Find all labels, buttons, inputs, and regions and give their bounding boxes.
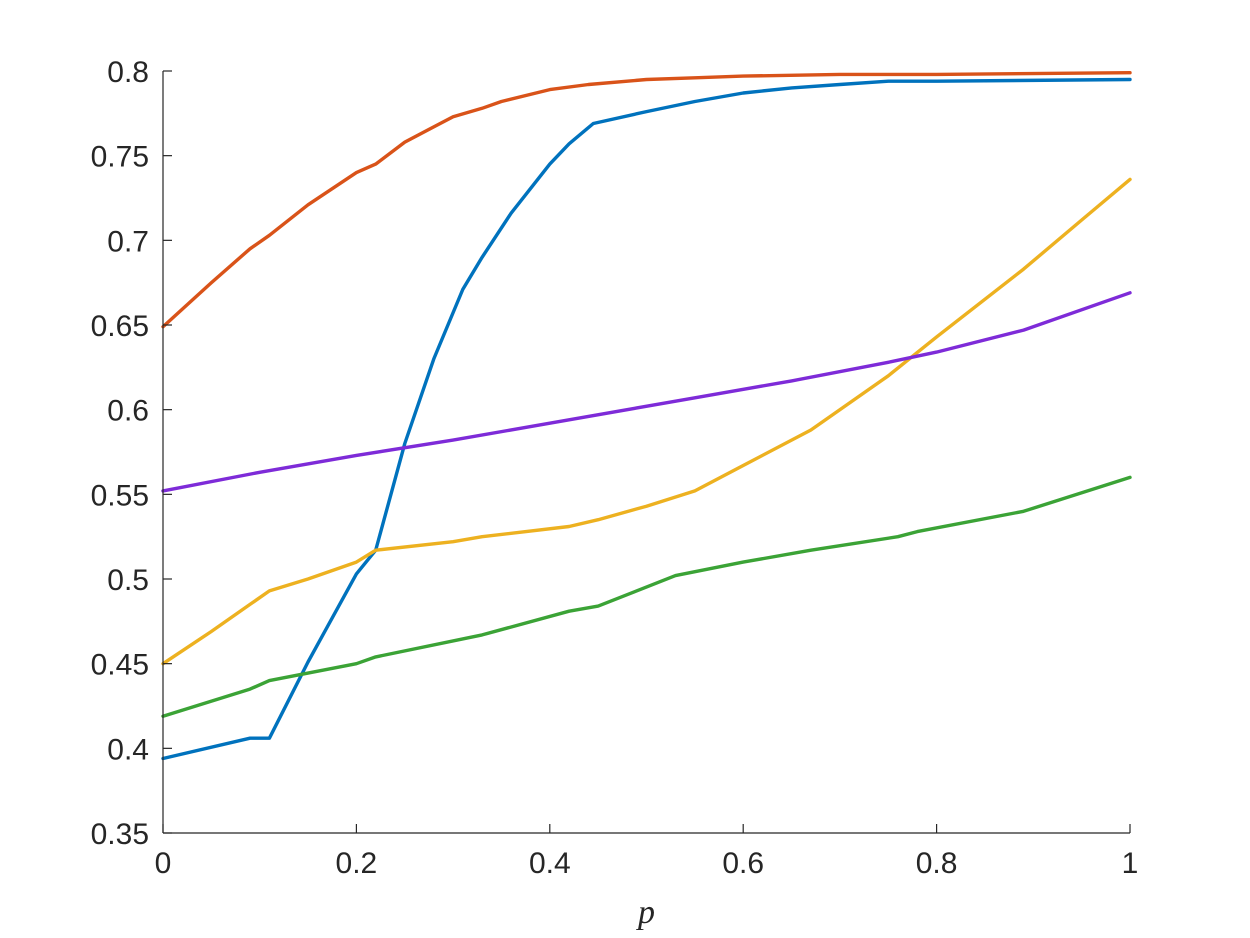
y-tick-label: 0.75 xyxy=(91,141,149,174)
y-tick-label: 0.5 xyxy=(107,564,149,597)
series-line-3 xyxy=(161,177,1132,666)
x-ticks: 0 0.2 0.4 0.6 0.8 1 xyxy=(155,824,1139,880)
x-tick-label: 0.6 xyxy=(722,847,764,880)
x-tick-label: 1 xyxy=(1122,847,1139,880)
x-tick-label: 0 xyxy=(155,847,172,880)
y-tick-label: 0.55 xyxy=(91,479,149,512)
y-tick-label: 0.35 xyxy=(91,818,149,851)
y-tick-label: 0.6 xyxy=(107,395,149,428)
y-tick-label: 0.45 xyxy=(91,649,149,682)
y-tick-label: 0.7 xyxy=(107,225,149,258)
x-tick-label: 0.2 xyxy=(336,847,378,880)
x-axis-label: p xyxy=(636,894,655,931)
series-layer xyxy=(161,70,1132,761)
series-line-2 xyxy=(161,77,1132,761)
x-tick-label: 0.4 xyxy=(529,847,571,880)
y-tick-label: 0.4 xyxy=(107,733,149,766)
y-tick-label: 0.8 xyxy=(107,56,149,89)
y-tick-label: 0.65 xyxy=(91,310,149,343)
y-ticks: 0.35 0.4 0.45 0.5 0.55 0.6 0.65 0.7 0.75 0.8 xyxy=(91,56,172,851)
series-line-1 xyxy=(161,70,1132,329)
axes xyxy=(162,71,1130,834)
series-line-4 xyxy=(161,291,1132,493)
series-line-5 xyxy=(161,475,1132,718)
x-tick-label: 0.8 xyxy=(916,847,958,880)
